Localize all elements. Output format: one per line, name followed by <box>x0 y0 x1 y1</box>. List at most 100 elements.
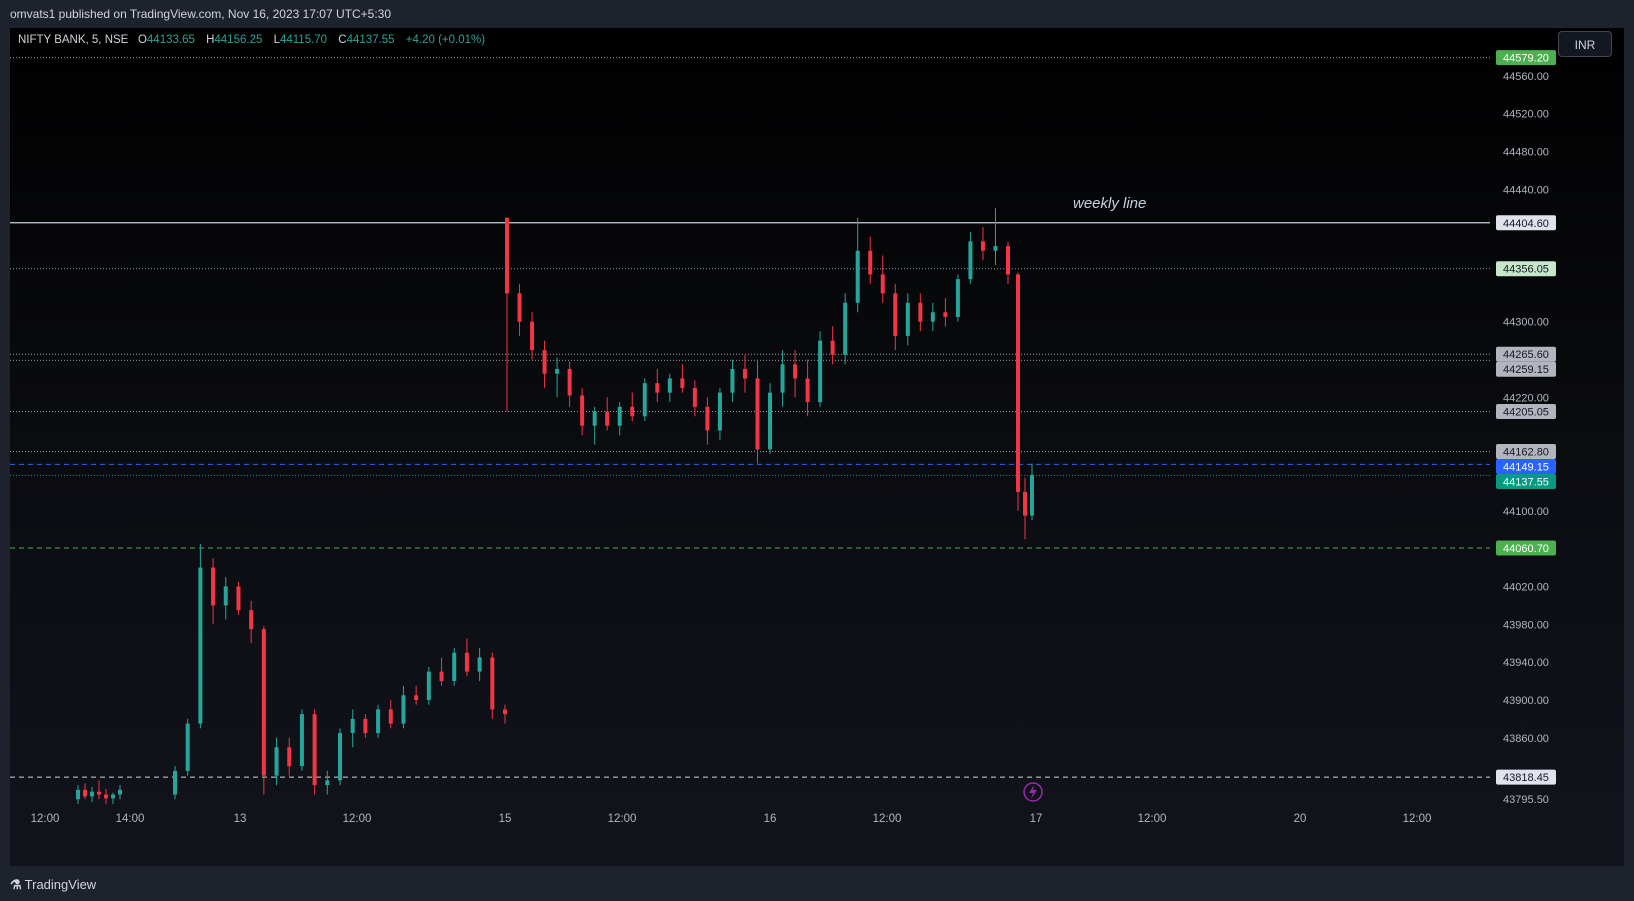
price-badge-label: 44356.05 <box>1503 264 1549 276</box>
price-badge[interactable]: 44265.60 <box>1496 346 1556 362</box>
candle-body <box>299 714 304 767</box>
price-tick-label: 43900.00 <box>1503 695 1549 707</box>
price-badge-bg <box>1496 346 1556 362</box>
lightning-icon[interactable] <box>1023 782 1043 802</box>
candle-body <box>350 718 355 734</box>
candle-body <box>918 302 923 322</box>
time-tick-label: 12:00 <box>343 813 372 825</box>
horizontal-lines <box>10 57 1490 778</box>
price-badge[interactable]: 43818.45 <box>1496 769 1556 785</box>
candle-body <box>477 657 482 672</box>
candle-body <box>780 364 785 393</box>
candle-body <box>530 321 535 351</box>
price-tick-label: 44480.00 <box>1503 146 1549 158</box>
publish-info: omvats1 published on TradingView.com, No… <box>10 7 392 21</box>
candle-body <box>111 794 115 799</box>
price-badge-label: 44265.60 <box>1503 349 1549 361</box>
candle-body <box>592 411 597 426</box>
price-tick-label: 44020.00 <box>1503 581 1549 593</box>
price-badge-bg <box>1496 473 1556 489</box>
price-badge[interactable]: 44356.05 <box>1496 261 1556 277</box>
candle-body <box>185 723 190 771</box>
price-badge[interactable]: 44149.15 <box>1496 458 1556 474</box>
candle-body <box>555 368 560 374</box>
candle-body <box>104 794 108 799</box>
candle-body <box>755 378 760 450</box>
candle-body <box>173 770 177 795</box>
price-badge-bg <box>1496 361 1556 377</box>
close-label: C <box>338 34 347 46</box>
high-label: H <box>206 34 215 46</box>
price-badge-bg <box>1496 50 1556 66</box>
price-badge[interactable]: 44259.15 <box>1496 361 1556 377</box>
candle-body <box>517 293 522 322</box>
chart-area[interactable]: 44560.00 44520.00 44480.00 44440.00 44300.00… <box>10 28 1624 866</box>
price-tick-label: 43980.00 <box>1503 619 1549 631</box>
candle-body <box>211 567 216 606</box>
price-badge[interactable]: 44579.20 <box>1496 50 1556 66</box>
candle-body <box>325 780 330 786</box>
candle-body <box>630 406 635 417</box>
candle-body <box>76 789 80 800</box>
candle-body <box>503 709 507 715</box>
candle-body <box>818 340 823 403</box>
currency-button[interactable]: INR <box>1558 31 1612 57</box>
candle-body <box>439 671 444 682</box>
candle-body <box>118 789 122 795</box>
candle-body <box>830 340 835 355</box>
publish-header: omvats1 published on TradingView.com, No… <box>0 0 1634 28</box>
high-value: 44156.25 <box>214 34 263 46</box>
candle-body <box>236 586 241 611</box>
candle-body <box>1016 274 1020 492</box>
tradingview-logo[interactable]: ⚗ TradingView <box>10 877 96 893</box>
price-tick-label: 44560.00 <box>1503 71 1549 83</box>
candle-body <box>83 789 87 797</box>
price-badge-label: 44404.60 <box>1503 218 1549 230</box>
candle-body <box>490 657 495 710</box>
brand-name: TradingView <box>24 877 97 892</box>
open-label: O <box>137 34 147 46</box>
candle-body <box>905 302 910 336</box>
time-tick-label: 12:00 <box>873 813 902 825</box>
price-tick-label: 43795.50 <box>1503 794 1549 806</box>
candle-body <box>930 312 935 322</box>
candle-body <box>414 695 419 700</box>
candle-body <box>768 392 773 450</box>
price-badge-label: 44137.55 <box>1503 476 1549 488</box>
time-tick-label: 12:00 <box>608 813 637 825</box>
price-badge[interactable]: 44060.70 <box>1496 540 1556 556</box>
candle-body <box>464 652 469 672</box>
candle-body <box>968 241 973 280</box>
candle-body <box>376 709 381 734</box>
candle-body <box>90 791 94 797</box>
price-badge[interactable]: 44162.80 <box>1496 443 1556 459</box>
candle-body <box>401 695 406 724</box>
price-tick-label: 44520.00 <box>1503 109 1549 121</box>
chart-svg[interactable]: 44560.00 44520.00 44480.00 44440.00 44300.00… <box>10 28 1624 866</box>
candle-body <box>680 378 685 388</box>
candle-body <box>1023 491 1027 516</box>
symbol-label[interactable]: NIFTY BANK, 5, NSE <box>18 34 129 46</box>
candles <box>76 208 1034 804</box>
candle-body <box>880 274 885 294</box>
time-tick-label: 13 <box>234 813 247 825</box>
price-badge-bg <box>1496 443 1556 459</box>
price-badge[interactable]: 44404.60 <box>1496 215 1556 231</box>
candle-body <box>993 246 998 251</box>
candle-body <box>274 747 279 776</box>
price-badge-label: 44205.05 <box>1503 406 1549 418</box>
footer: ⚗ TradingView <box>0 866 1634 901</box>
price-badge-bg <box>1496 261 1556 277</box>
candle-body <box>655 383 660 393</box>
candle-body <box>388 709 393 724</box>
price-badge-label: 44149.15 <box>1503 461 1549 473</box>
candle-body <box>363 718 368 734</box>
price-badge[interactable]: 44205.05 <box>1496 403 1556 419</box>
price-badge-label: 44579.20 <box>1503 53 1549 65</box>
candle-body <box>223 586 228 606</box>
price-tick-label: 44300.00 <box>1503 317 1549 329</box>
tradingview-logo-icon: ⚗ <box>10 877 22 892</box>
time-tick-label: 15 <box>499 813 512 825</box>
price-badge[interactable]: 44137.55 <box>1496 473 1556 489</box>
candle-body <box>805 378 810 403</box>
